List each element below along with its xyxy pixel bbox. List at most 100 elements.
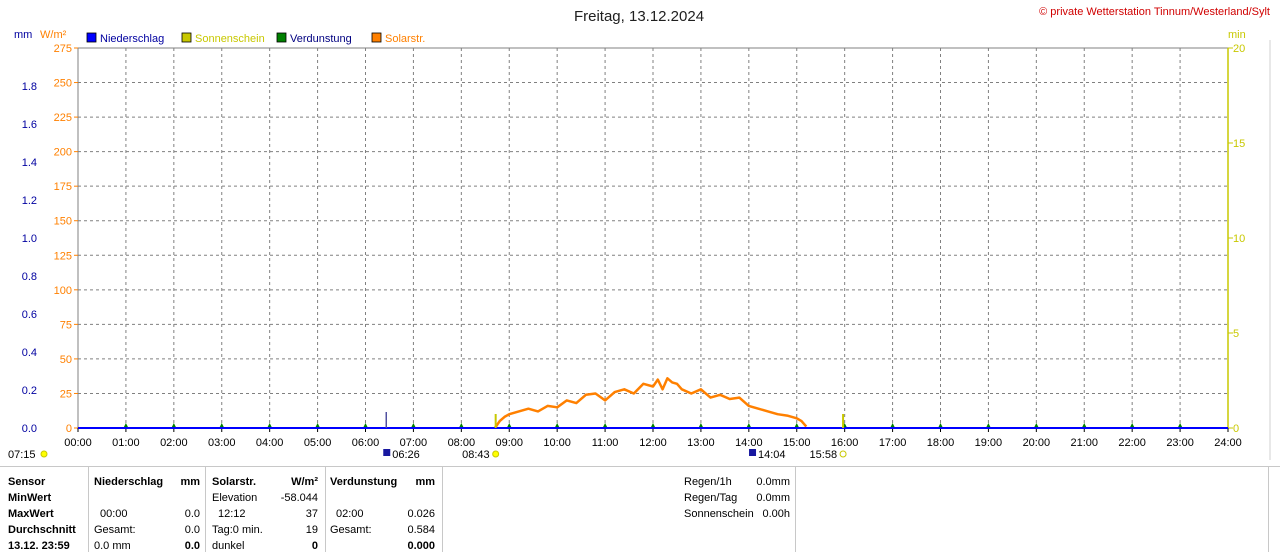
solar-y-tick-label: 250 <box>54 78 72 90</box>
summary-rain-1h-label: Regen/1h <box>684 476 732 488</box>
summary-rain-day-label: Regen/Tag <box>684 492 738 504</box>
weather-chart: 02550751001251501752002252502750.00.20.4… <box>8 6 1280 460</box>
rain-y-tick-label: 0.0 <box>22 423 37 435</box>
solar-y-tick-label: 200 <box>54 147 72 159</box>
summary-rain-day-val: 0.0mm <box>756 492 790 504</box>
sensor-row-max: MaxWert <box>8 508 54 520</box>
copyright-text: © private Wetterstation Tinnum/Westerlan… <box>1039 6 1270 18</box>
evaporation-point <box>698 423 704 428</box>
solar-y-tick-label: 25 <box>60 388 72 400</box>
sun-icon <box>40 450 48 458</box>
x-tick-label: 01:00 <box>112 437 140 449</box>
x-tick-label: 10:00 <box>543 437 571 449</box>
rain-total-label: Gesamt: <box>94 524 136 536</box>
stats-col-summary: Regen/1h 0.0mm Regen/Tag 0.0mm Sonnensch… <box>684 474 790 534</box>
x-tick-label: 00:00 <box>64 437 92 449</box>
rain-total-val: 0.0 <box>184 524 200 536</box>
chart-title: Freitag, 13.12.2024 <box>574 8 704 25</box>
legend: Niederschlag Sonnenschein Verdunstung So… <box>86 32 425 45</box>
evaporation-point <box>267 423 273 428</box>
legend-label-niederschlag: Niederschlag <box>100 33 164 45</box>
evap-now-val: 0.000 <box>407 540 435 552</box>
stats-divider-2 <box>205 466 206 552</box>
rain-y-tick-label: 1.4 <box>22 157 37 169</box>
stats-divider-3 <box>325 466 326 552</box>
solar-max-val: 37 <box>305 508 318 520</box>
solar-now-val: 0 <box>311 540 318 552</box>
sun-y-tick-label: 0 <box>1233 423 1239 435</box>
legend-swatch-verdunstung <box>276 32 287 43</box>
evaporation-point <box>506 423 512 428</box>
moonrise-label: 06:26 <box>392 449 420 460</box>
x-tick-label: 23:00 <box>1166 437 1194 449</box>
rain-y-tick-label: 0.4 <box>22 347 37 359</box>
solar-y-tick-label: 175 <box>54 181 72 193</box>
right-scrollbar[interactable] <box>1270 40 1280 460</box>
evaporation-point <box>219 423 225 428</box>
legend-label-verdunstung: Verdunstung <box>290 33 352 45</box>
x-axis: 00:00 01:00 02:00 03:00 04:00 05:00 06:00 07:00… <box>64 428 1242 449</box>
unit-wm2: W/m² <box>40 29 67 41</box>
solar-y-tick-label: 125 <box>54 250 72 262</box>
summary-sun-label: Sonnenschein <box>684 508 754 520</box>
solar-unit: W/m² <box>291 476 318 488</box>
x-tick-label: 14:00 <box>735 437 763 449</box>
evaporation-point <box>315 423 321 428</box>
solar-y-tick-label: 0 <box>66 423 72 435</box>
evap-max-time: 02:00 <box>336 508 364 520</box>
legend-label-solarstr: Solarstr. <box>385 33 425 45</box>
evaporation-point <box>890 423 896 428</box>
x-tick-label: 05:00 <box>304 437 332 449</box>
solar-header: Solarstr. <box>212 476 257 488</box>
rain-y-tick-label: 1.2 <box>22 195 37 207</box>
x-tick-label: 03:00 <box>208 437 236 449</box>
evaporation-point <box>363 423 368 428</box>
x-tick-label: 07:00 <box>400 437 428 449</box>
sensor-row-min: MinWert <box>8 492 52 504</box>
summary-rain-1h-val: 0.0mm <box>756 476 790 488</box>
evaporation-point <box>746 423 752 428</box>
solar-max-time: 12:12 <box>218 508 246 520</box>
unit-mm: mm <box>14 29 32 41</box>
y-axes: 02550751001251501752002252502750.00.20.4… <box>22 43 1246 435</box>
solar-radiation-line <box>493 377 808 429</box>
sun-y-tick-label: 10 <box>1233 233 1245 245</box>
rain-y-tick-label: 0.6 <box>22 309 37 321</box>
x-tick-label: 20:00 <box>1023 437 1051 449</box>
evaporation-point <box>554 423 560 428</box>
legend-swatch-niederschlag <box>86 32 97 43</box>
evaporation-point <box>171 423 177 428</box>
rain-header: Niederschlag <box>94 476 164 488</box>
moon-icon <box>749 449 757 456</box>
x-tick-label: 22:00 <box>1118 437 1146 449</box>
rain-y-tick-label: 1.6 <box>22 119 37 131</box>
sensor-row-now: 13.12. 23:59 <box>8 540 70 552</box>
evaporation-point <box>1129 423 1135 428</box>
evaporation-point <box>602 423 608 428</box>
evaporation-point <box>1081 423 1087 428</box>
solar-day-val: 19 <box>305 524 318 536</box>
x-tick-label: 17:00 <box>879 437 907 449</box>
x-tick-label: 13:00 <box>687 437 715 449</box>
solar-y-tick-label: 225 <box>54 112 72 124</box>
x-tick-label: 24:00 <box>1214 437 1242 449</box>
evaporation-point <box>1177 423 1183 428</box>
x-tick-label: 21:00 <box>1070 437 1098 449</box>
x-tick-label: 04:00 <box>256 437 284 449</box>
evaporation-point <box>650 423 656 428</box>
evaporation-point <box>1033 423 1039 428</box>
stats-top-border <box>0 466 1280 467</box>
rain-y-tick-label: 1.8 <box>22 81 37 93</box>
x-tick-label: 18:00 <box>927 437 955 449</box>
rain-y-tick-label: 1.0 <box>22 233 37 245</box>
x-tick-label: 16:00 <box>831 437 859 449</box>
stats-col-rain: Niederschlag mm 00:00 0.0 Gesamt: 0.0 0.… <box>94 474 200 554</box>
x-tick-label: 02:00 <box>160 437 188 449</box>
solar-y-tick-label: 150 <box>54 216 72 228</box>
solar-now-label: dunkel <box>212 540 245 552</box>
stats-divider-4 <box>442 466 443 552</box>
evaporation-point <box>458 423 464 428</box>
solar-y-tick-label: 100 <box>54 285 72 297</box>
x-tick-label: 11:00 <box>592 437 619 449</box>
time-markers: 07:15 06:26 08:43 14:04 15:58 <box>8 412 847 460</box>
